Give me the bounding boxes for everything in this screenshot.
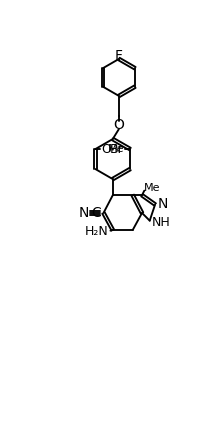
Text: O: O [114,118,124,132]
Text: O: O [101,143,111,156]
Text: N: N [158,197,168,211]
Text: H₂N: H₂N [85,225,109,238]
Text: Br: Br [109,143,123,156]
Text: N: N [79,206,89,220]
Text: NH: NH [152,216,171,230]
Text: F: F [115,49,123,63]
Text: Me: Me [108,144,124,154]
Text: C: C [92,206,101,220]
Text: Me: Me [144,183,161,193]
